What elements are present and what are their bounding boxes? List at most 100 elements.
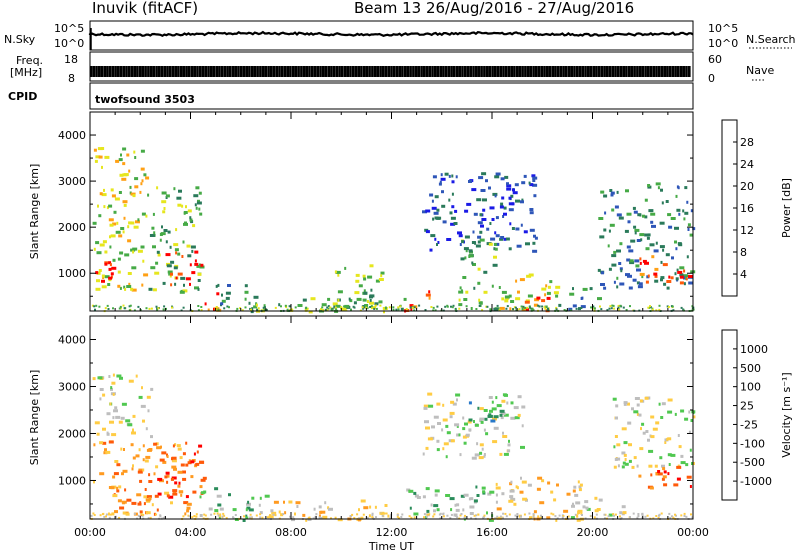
velocity-scatter-cell (280, 513, 284, 517)
nsky-strip-frame (89, 20, 694, 51)
velocity-ground-cell (142, 513, 145, 516)
power-scatter-cell (363, 291, 368, 295)
power-ground-cell (379, 304, 382, 307)
power-scatter-cell (185, 205, 187, 209)
velocity-ground-cell (593, 516, 596, 519)
velocity-scatter-cell (476, 442, 479, 446)
power-scatter-cell (120, 153, 122, 157)
velocity-scatter-cell (513, 406, 519, 410)
power-scatter-cell (686, 200, 689, 204)
power-scatter-cell (639, 272, 645, 276)
velocity-scatter-cell (179, 456, 183, 460)
velocity-scatter-cell (174, 443, 177, 447)
velocity-ground-cell (108, 516, 111, 519)
velocity-scatter-cell (132, 428, 134, 432)
velocity-scatter-cell (122, 511, 126, 515)
power-scatter-cell (488, 186, 491, 190)
power-scatter-cell (547, 285, 551, 289)
power-scatter-cell (400, 307, 404, 311)
velocity-scatter-cell (479, 443, 484, 447)
velocity-scatter-cell (487, 414, 492, 418)
velocity-scatter-cell (247, 500, 250, 504)
power-scatter-cell (611, 254, 617, 258)
power-scatter-cell (635, 264, 640, 268)
velocity-scatter-cell (633, 410, 639, 414)
power-scatter-cell (532, 241, 536, 245)
power-colorbar-label: Power [dB] (780, 178, 793, 238)
velocity-ground-cell (398, 517, 400, 520)
power-scatter-cell (515, 297, 521, 301)
velocity-scatter-cell (547, 481, 551, 485)
power-ylabel: Slant Range [km] (28, 164, 41, 260)
power-scatter-cell (626, 245, 631, 249)
power-scatter-cell (666, 286, 670, 290)
velocity-ground-cell (225, 517, 228, 520)
power-scatter-cell (569, 292, 575, 296)
velocity-scatter-cell (182, 477, 187, 481)
power-scatter-cell (371, 306, 376, 310)
power-scatter-cell (134, 185, 139, 189)
velocity-ground-cell (380, 512, 383, 515)
velocity-ground-cell (655, 515, 658, 517)
velocity-scatter-cell (465, 433, 470, 437)
power-scatter-cell (191, 271, 196, 275)
velocity-scatter-cell (677, 434, 680, 437)
velocity-scatter-cell (108, 512, 110, 516)
power-ground-cell (150, 307, 153, 310)
power-scatter-cell (355, 279, 360, 283)
power-ytick-label: 4000 (58, 129, 86, 142)
velocity-ground-cell (685, 515, 688, 518)
power-colorbar-tick-label: 24 (740, 158, 754, 171)
velocity-scatter-cell (288, 500, 293, 504)
power-scatter-cell (611, 208, 615, 212)
power-scatter-cell (384, 306, 387, 310)
velocity-scatter-cell (442, 403, 445, 407)
velocity-ytick-label: 1000 (58, 474, 86, 487)
velocity-scatter-cell (424, 420, 429, 424)
power-scatter-cell (448, 174, 451, 178)
velocity-scatter-cell (655, 421, 660, 425)
velocity-scatter-cell (481, 447, 484, 451)
power-scatter-cell (434, 237, 437, 241)
power-scatter-cell (140, 149, 145, 153)
velocity-scatter-cell (633, 456, 637, 460)
velocity-scatter-cell (469, 512, 474, 515)
power-scatter-cell (468, 180, 472, 183)
velocity-ground-cell (90, 514, 93, 517)
power-ground-cell (647, 306, 650, 309)
velocity-scatter-cell (125, 419, 131, 423)
power-scatter-cell (109, 235, 111, 239)
velocity-scatter-cell (471, 456, 477, 460)
velocity-ground-cell (371, 512, 374, 515)
power-scatter-cell (175, 276, 178, 280)
velocity-scatter-cell (691, 462, 693, 465)
velocity-scatter-cell (529, 516, 532, 520)
power-scatter-cell (436, 243, 438, 246)
power-scatter-cell (619, 242, 623, 246)
velocity-scatter-cell (502, 435, 508, 438)
power-scatter-cell (157, 253, 161, 257)
power-scatter-cell (674, 240, 677, 244)
power-ground-cell (107, 308, 110, 310)
power-scatter-cell (111, 194, 116, 198)
power-scatter-cell (655, 241, 658, 245)
power-scatter-cell (493, 255, 497, 259)
power-scatter-cell (128, 169, 131, 173)
power-scatter-cell (182, 289, 188, 293)
power-scatter-cell (532, 179, 536, 182)
power-scatter-cell (613, 280, 616, 284)
power-scatter-cell (608, 267, 612, 271)
velocity-scatter-cell (115, 415, 121, 419)
power-scatter-cell (123, 285, 126, 289)
velocity-scatter-cell (500, 416, 504, 420)
velocity-ground-cell (473, 514, 476, 517)
velocity-scatter-cell (617, 464, 620, 468)
power-scatter-cell (508, 208, 514, 212)
velocity-ground-cell (498, 517, 501, 520)
velocity-scatter-cell (474, 423, 479, 427)
power-scatter-cell (689, 233, 693, 237)
velocity-scatter-cell (499, 409, 505, 413)
power-scatter-cell (525, 242, 530, 246)
power-scatter-cell (608, 229, 611, 233)
power-ground-cell (239, 307, 242, 310)
